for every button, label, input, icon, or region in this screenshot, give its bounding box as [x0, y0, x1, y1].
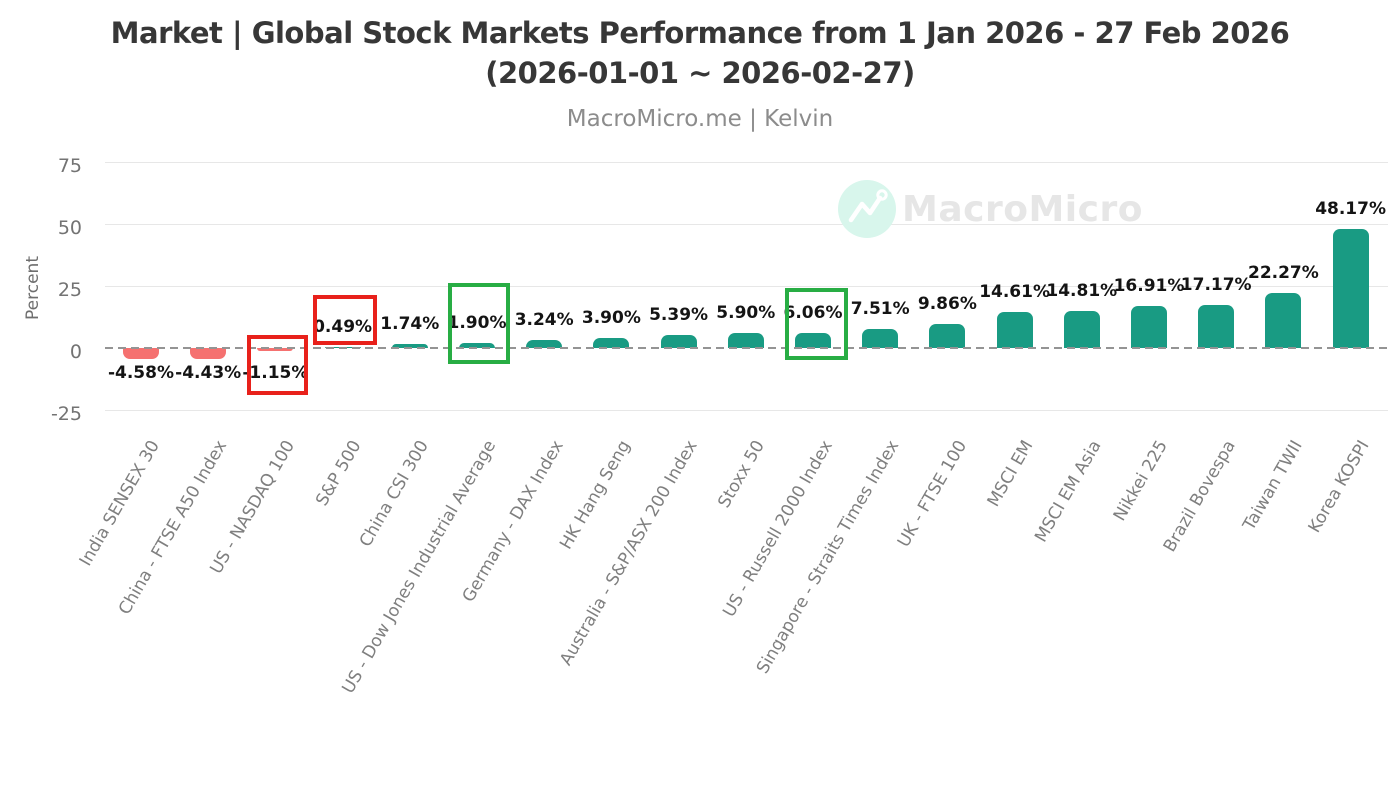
x-axis-label: Australia - S&P/ASX 200 Index	[556, 437, 702, 669]
bar-value-label: 14.81%	[1046, 281, 1118, 302]
highlight-box-us-dow-jones-industrial-average	[448, 283, 510, 364]
highlight-box-us-nasdaq-100	[247, 335, 308, 395]
gridline	[105, 410, 1388, 411]
x-axis-label: HK Hang Seng	[556, 437, 635, 553]
x-axis-label: Brazil Bovespa	[1159, 437, 1240, 556]
bar-value-label: 14.61%	[979, 281, 1050, 302]
bar-msci-em[interactable]	[996, 311, 1033, 348]
bar-germany-dax-index[interactable]	[526, 339, 563, 348]
highlight-box-us-russell-2000-index	[785, 288, 848, 360]
bar-value-label: 7.51%	[850, 299, 910, 320]
x-axis-label: Taiwan TWII	[1239, 437, 1307, 534]
bar-msci-em-asia[interactable]	[1063, 311, 1100, 348]
bar-hk-hang-seng[interactable]	[593, 338, 630, 348]
bar-value-label: -1.15%	[242, 363, 309, 383]
bar-nikkei-225[interactable]	[1131, 306, 1167, 348]
bar-us-dow-jones-industrial-average[interactable]	[459, 343, 495, 348]
y-tick-label: 25	[57, 279, 82, 301]
bar-value-label: 5.90%	[716, 303, 776, 324]
bar-value-label: 3.24%	[514, 309, 574, 330]
bar-stoxx-50[interactable]	[727, 333, 764, 348]
chart-title: Market | Global Stock Markets Performanc…	[0, 13, 1400, 93]
bar-china-csi-300[interactable]	[391, 343, 428, 348]
chart-subtitle: MacroMicro.me | Kelvin	[566, 106, 834, 132]
chart-title-line1: Market | Global Stock Markets Performanc…	[110, 16, 1290, 50]
bar-india-sensex-30[interactable]	[123, 348, 159, 360]
bar-us-nasdaq-100[interactable]	[257, 348, 294, 351]
watermark-text: MacroMicro	[902, 189, 1143, 230]
bar-value-label: 1.74%	[380, 313, 440, 334]
y-tick-label: 0	[69, 341, 82, 363]
bar-value-label: 48.17%	[1315, 198, 1386, 219]
bar-value-label: 1.90%	[447, 313, 507, 334]
bar-value-label: 9.86%	[917, 293, 977, 314]
highlight-box-s-p-500	[313, 295, 377, 345]
x-axis-label: S&P 500	[312, 437, 366, 510]
bar-china-ftse-a50-index[interactable]	[190, 348, 227, 359]
x-axis-label: Korea KOSPI	[1304, 437, 1374, 537]
x-axis-label: Nikkei 225	[1110, 437, 1173, 525]
bar-singapore-straits-times-index[interactable]	[862, 329, 899, 348]
x-axis-label: MSCI EM	[984, 437, 1038, 511]
chart-title-line2: (2026-01-01 ~ 2026-02-27)	[485, 56, 915, 90]
y-tick-label: -25	[50, 403, 82, 425]
bar-uk-ftse-100[interactable]	[929, 323, 966, 348]
gridline	[105, 224, 1388, 225]
bar-value-label: 3.90%	[581, 308, 641, 329]
bar-us-russell-2000-index[interactable]	[795, 332, 831, 348]
x-axis-label: UK - FTSE 100	[893, 437, 971, 551]
macromicro-logo-icon	[838, 180, 896, 238]
bar-value-label: -4.43%	[175, 363, 242, 383]
y-tick-label: 50	[57, 217, 82, 239]
bar-value-label: 16.91%	[1113, 276, 1185, 297]
zero-line	[105, 347, 1388, 349]
gridline	[105, 162, 1388, 163]
x-axis-label: Singapore - Straits Times Index	[753, 437, 904, 678]
bar-korea-kospi[interactable]	[1332, 228, 1369, 348]
bar-value-label: 17.17%	[1180, 275, 1252, 296]
bar-taiwan-twii[interactable]	[1265, 292, 1302, 348]
x-axis-label: China CSI 300	[356, 437, 434, 551]
bar-brazil-bovespa[interactable]	[1198, 305, 1235, 348]
bar-australia-s-p-asx-200-index[interactable]	[660, 334, 697, 348]
x-axis-label: Stoxx 50	[714, 437, 770, 512]
bar-value-label: -4.58%	[107, 363, 175, 383]
y-tick-label: 75	[57, 155, 82, 177]
x-axis-label: MSCI EM Asia	[1030, 437, 1106, 546]
gridline	[105, 286, 1388, 287]
bar-value-label: 22.27%	[1247, 262, 1319, 283]
bar-value-label: 6.06%	[783, 302, 843, 323]
bar-value-label: 0.49%	[313, 316, 373, 337]
bar-value-label: 5.39%	[649, 304, 709, 325]
